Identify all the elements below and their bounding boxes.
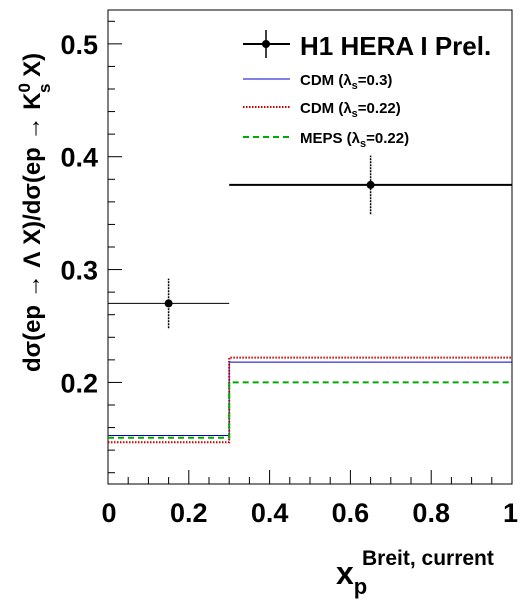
series-layer xyxy=(108,356,512,444)
x-tick-label: 0 xyxy=(101,498,116,528)
y-axis-title: dσ(ep → Λ X)/dσ(ep → K0s X) xyxy=(15,53,54,372)
legend: H1 HERA I Prel. CDM (λs=0.3) CDM (λs=0.2… xyxy=(243,30,491,150)
data-point xyxy=(366,180,375,189)
y-tick-label: 0.3 xyxy=(60,256,98,286)
x-axis: 0 0.2 0.4 0.6 0.8 1 xyxy=(101,470,518,528)
x-tick-label: 1 xyxy=(503,498,518,528)
y-tick-label: 0.4 xyxy=(60,143,98,173)
series-line-1 xyxy=(108,356,512,444)
x-tick-label: 0.6 xyxy=(332,498,370,528)
legend-label-cdm022: CDM (λs=0.22) xyxy=(300,100,401,120)
legend-label-data: H1 HERA I Prel. xyxy=(300,31,491,61)
series-line-2 xyxy=(108,381,512,439)
x-tick-label: 0.8 xyxy=(412,498,450,528)
legend-data-marker-dot xyxy=(262,40,270,48)
y-axis: 0.2 0.3 0.4 0.5 xyxy=(60,20,122,474)
legend-label-cdm03: CDM (λs=0.3) xyxy=(300,72,392,92)
x-tick-label: 0.4 xyxy=(251,498,289,528)
x-axis-title: xpBreit, current xyxy=(336,547,494,599)
y-tick-label: 0.2 xyxy=(60,368,98,398)
data-points xyxy=(108,155,512,329)
legend-label-meps: MEPS (λs=0.22) xyxy=(300,130,409,150)
x-tick-label: 0.2 xyxy=(170,498,208,528)
y-tick-label: 0.5 xyxy=(60,30,98,60)
series-line-0 xyxy=(108,361,512,436)
data-point xyxy=(164,299,173,308)
